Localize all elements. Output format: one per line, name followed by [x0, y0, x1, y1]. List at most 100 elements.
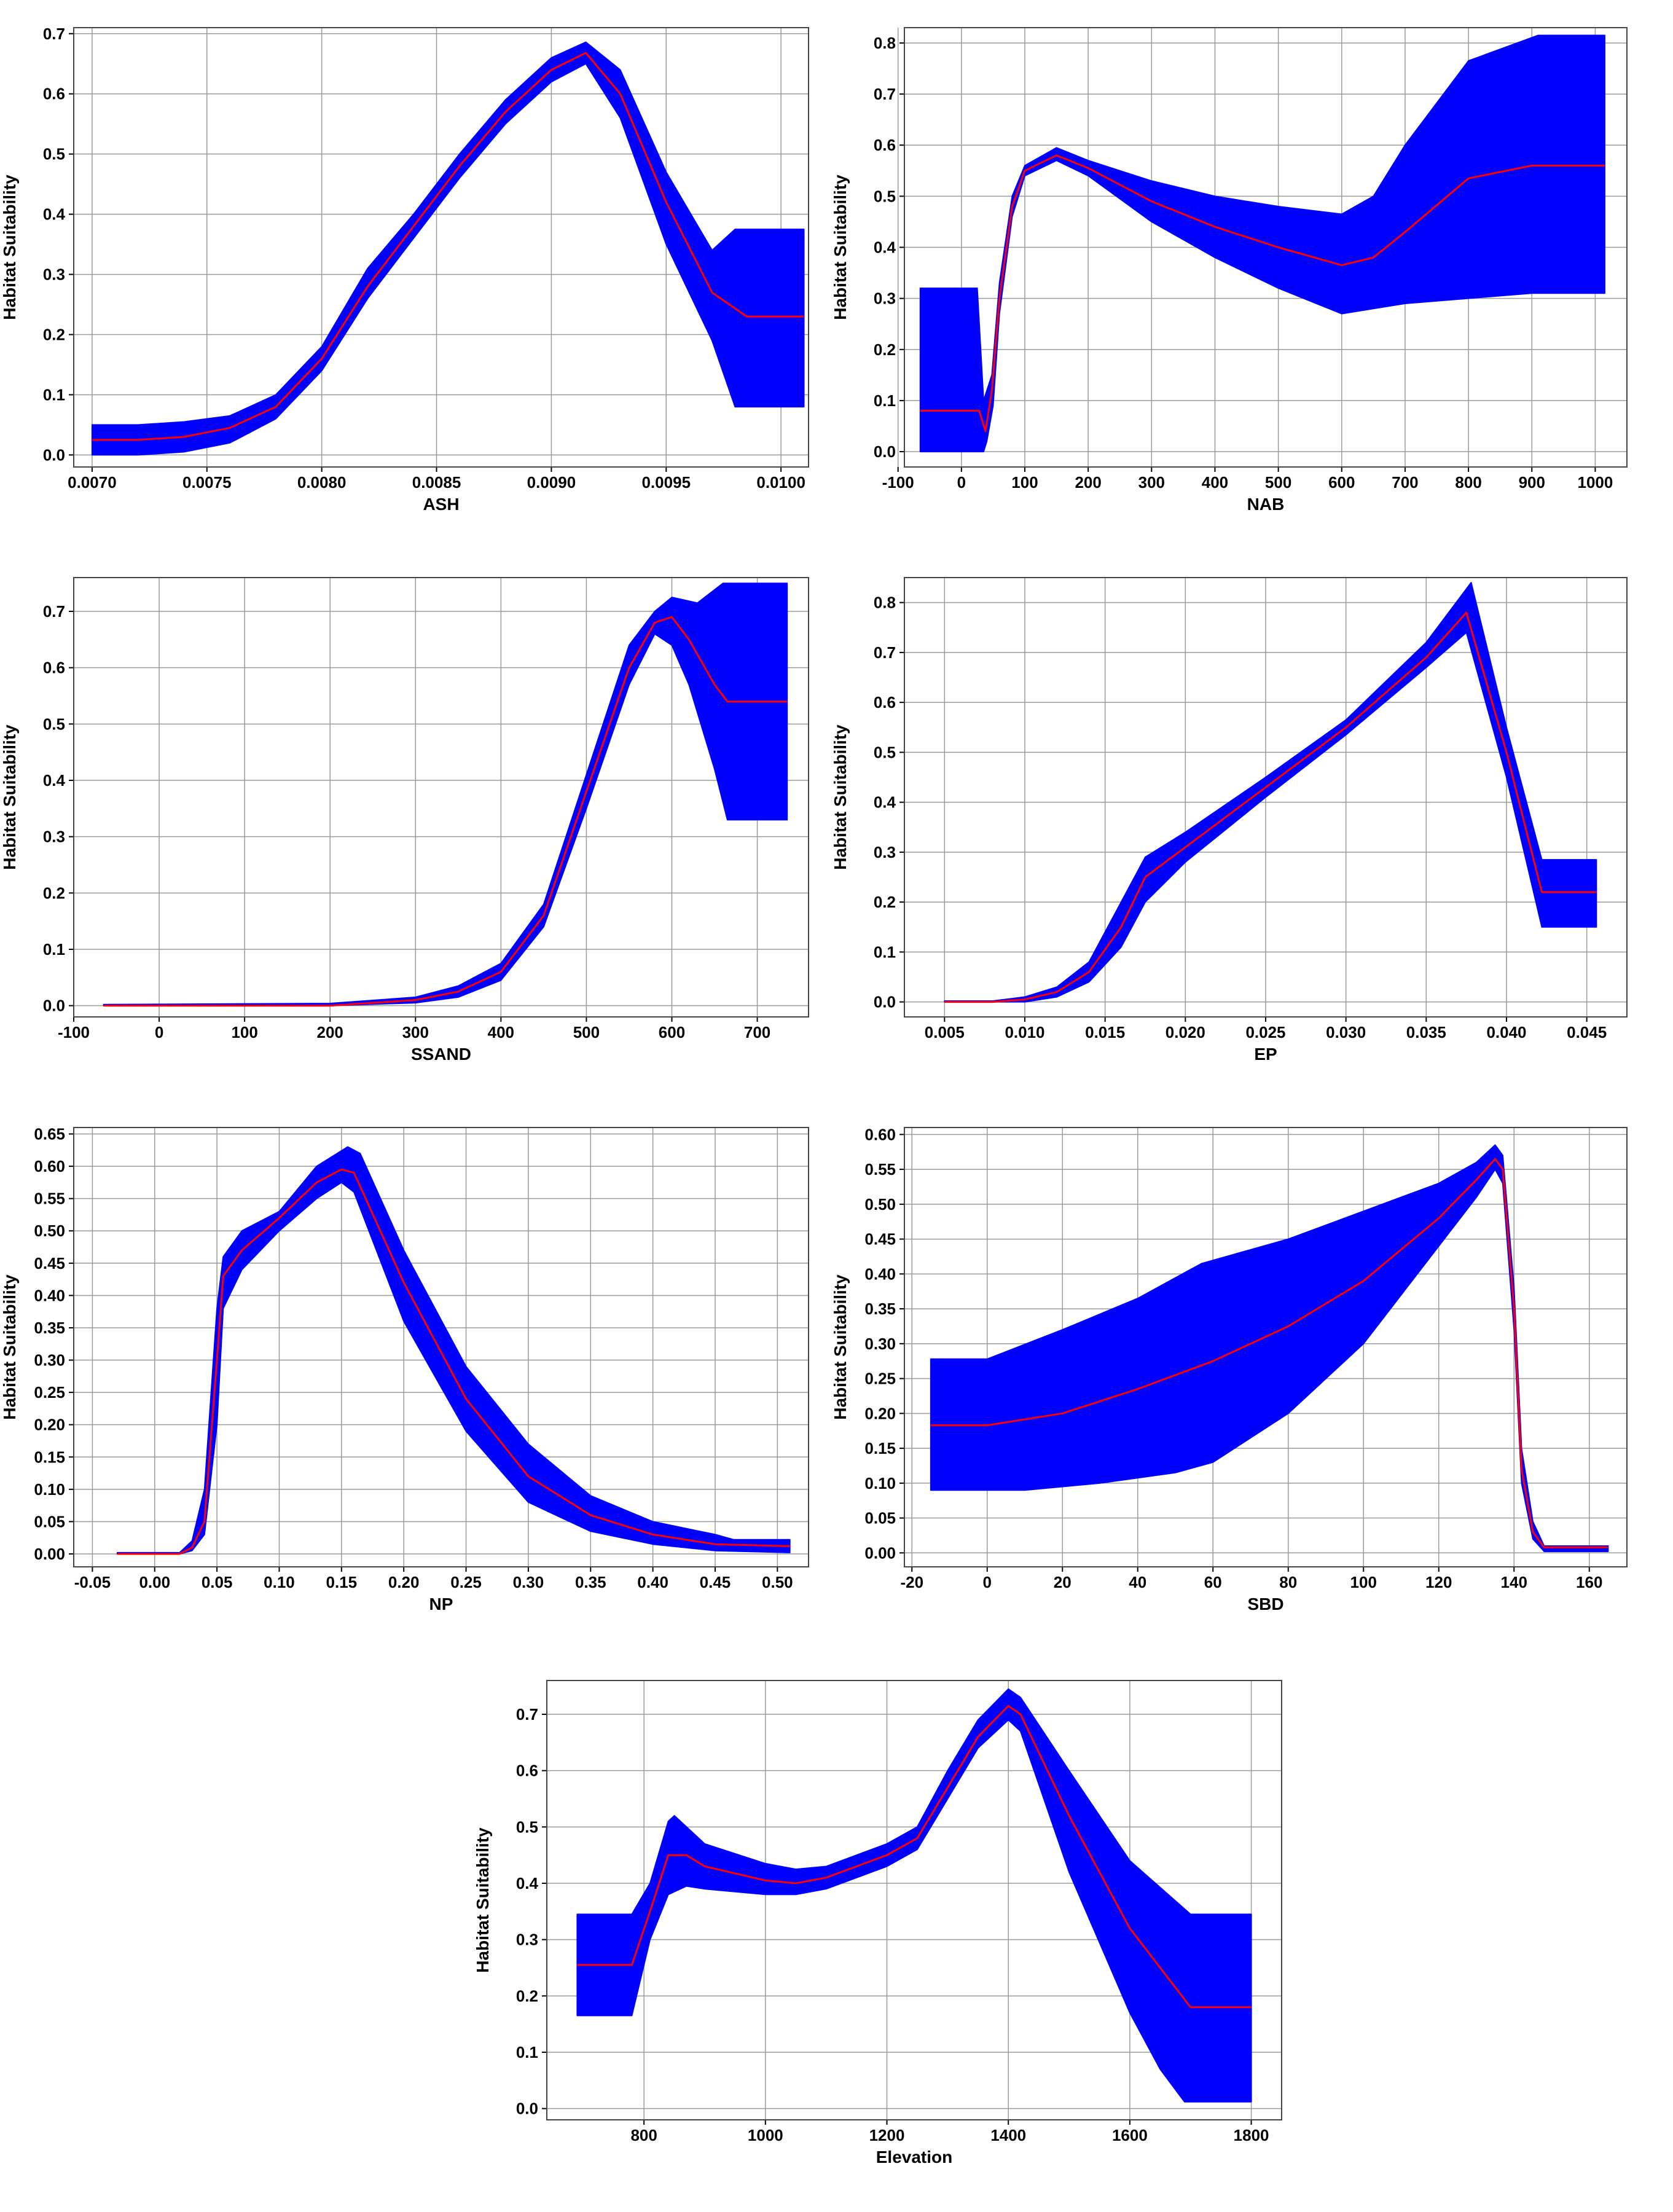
- x-tick-label: 0.020: [1166, 1023, 1205, 1041]
- x-tick-label: 0.010: [1005, 1023, 1044, 1041]
- mean-response-line: [92, 52, 804, 441]
- y-axis-title: Habitat Suitability: [0, 175, 19, 320]
- y-tick-label: 0.6: [516, 1762, 538, 1780]
- confidence-band: [930, 1144, 1609, 1552]
- x-tick-label: 1000: [748, 2126, 783, 2144]
- y-tick-label: 0.5: [874, 187, 896, 205]
- plot-frame: [73, 577, 809, 1018]
- y-tick-label: 0.55: [34, 1190, 65, 1208]
- y-tick-label: 0.0: [516, 2100, 538, 2118]
- x-tick-label: -100: [882, 473, 914, 492]
- x-tick-label: 400: [1202, 473, 1228, 492]
- y-tick-label: 0.2: [43, 884, 65, 902]
- y-tick-label: 0.40: [864, 1265, 896, 1283]
- y-tick-label: 0.2: [874, 340, 896, 359]
- plot-frame: [73, 1127, 809, 1567]
- y-tick-label: 0.6: [43, 659, 65, 677]
- y-tick-label: 0.1: [874, 391, 896, 410]
- plot-frame: [546, 1680, 1282, 2120]
- x-tick-label: 900: [1519, 473, 1545, 492]
- y-tick-label: 0.10: [34, 1480, 65, 1499]
- y-tick-label: 0.7: [43, 602, 65, 621]
- y-tick-label: 0.2: [43, 326, 65, 344]
- y-axis-title: Habitat Suitability: [0, 724, 19, 870]
- plot-frame: [73, 27, 809, 468]
- chart-panel-sbd: -20 0 20 40 60 80 100 120 140 160 0.00 0.05 0.10 0.15…: [831, 1125, 1628, 1614]
- x-tick-label: 700: [1392, 473, 1418, 492]
- x-tick-label: 120: [1425, 1573, 1452, 1591]
- x-axis-title: ASH: [423, 495, 459, 514]
- x-tick-label: 1800: [1234, 2126, 1269, 2144]
- y-tick-label: 0.5: [516, 1818, 538, 1836]
- y-tick-label: 0.0: [874, 442, 896, 461]
- y-tick-label: 0.20: [864, 1404, 896, 1422]
- x-tick-label: 140: [1501, 1573, 1527, 1591]
- confidence-band: [944, 582, 1597, 1003]
- x-tick-label: 1600: [1112, 2126, 1148, 2144]
- x-tick-label: 0.00: [139, 1573, 170, 1591]
- x-tick-label: 0.40: [637, 1573, 668, 1591]
- chart-panel-ash: 0.0070 0.0075 0.0080 0.0085 0.0090 0.0095 0.01…: [0, 25, 809, 514]
- x-tick-label: 0.025: [1245, 1023, 1285, 1041]
- x-tick-label: 0.040: [1486, 1023, 1526, 1041]
- y-tick-label: 0.35: [34, 1319, 65, 1337]
- x-tick-label: -100: [58, 1023, 90, 1041]
- y-tick-label: 0.6: [43, 85, 65, 103]
- y-tick-label: 0.00: [864, 1543, 896, 1562]
- y-tick-label: 0.4: [516, 1874, 539, 1892]
- x-tick-label: 160: [1576, 1573, 1602, 1591]
- y-tick-label: 0.1: [43, 385, 65, 404]
- y-tick-label: 0.55: [864, 1160, 896, 1179]
- chart-panel-nab: -100 0 100 200 300 400 500 600 700 800 900 1000 0.0 0…: [831, 27, 1628, 514]
- y-tick-label: 0.4: [874, 238, 896, 257]
- x-tick-label: 0: [957, 473, 966, 492]
- x-tick-label: 0.35: [575, 1573, 606, 1591]
- x-axis-title: SBD: [1247, 1594, 1283, 1614]
- plot-frame: [904, 27, 1628, 468]
- y-tick-label: 0.25: [864, 1370, 896, 1388]
- y-tick-label: 0.05: [864, 1509, 896, 1528]
- chart-panel-elevation: 800 1000 1200 1400 1600 1800 0.0 0.1 0.2 0.3 0.4 0.…: [473, 1680, 1282, 2167]
- x-tick-label: 0.10: [264, 1573, 295, 1591]
- x-tick-label: 40: [1129, 1573, 1146, 1591]
- confidence-band: [576, 1688, 1252, 2103]
- x-tick-label: 0.25: [450, 1573, 482, 1591]
- y-tick-label: 0.20: [34, 1416, 65, 1434]
- x-tick-label: 400: [488, 1023, 514, 1041]
- x-tick-label: 1200: [869, 2126, 905, 2144]
- x-tick-label: 800: [1455, 473, 1481, 492]
- mean-response-line: [930, 1158, 1608, 1548]
- x-tick-label: 100: [1011, 473, 1038, 492]
- x-tick-label: 1400: [990, 2126, 1026, 2144]
- y-axis-title: Habitat Suitability: [473, 1827, 492, 1973]
- x-tick-label: -0.05: [74, 1573, 111, 1591]
- y-tick-label: 0.0: [43, 997, 65, 1015]
- y-tick-label: 0.2: [874, 893, 896, 911]
- x-tick-label: 0.50: [762, 1573, 793, 1591]
- x-tick-label: 0.0090: [527, 473, 576, 492]
- y-tick-label: 0.3: [516, 1931, 538, 1949]
- x-tick-label: 0: [983, 1573, 992, 1591]
- x-axis-title: NP: [429, 1594, 453, 1614]
- x-tick-label: 600: [659, 1023, 685, 1041]
- mean-response-line: [920, 154, 1605, 433]
- y-tick-label: 0.2: [516, 1986, 538, 2005]
- x-tick-label: 0.0085: [412, 473, 461, 492]
- y-axis-title: Habitat Suitability: [831, 1274, 850, 1420]
- x-tick-label: 0.005: [925, 1023, 965, 1041]
- x-axis-title: EP: [1254, 1045, 1277, 1064]
- y-tick-label: 0.45: [864, 1230, 896, 1249]
- confidence-band: [91, 41, 805, 456]
- y-tick-label: 0.7: [874, 85, 896, 103]
- plot-frame: [904, 577, 1628, 1018]
- y-tick-label: 0.3: [43, 828, 65, 846]
- y-tick-label: 0.5: [43, 145, 65, 163]
- x-axis-title: SSAND: [411, 1045, 471, 1064]
- y-tick-label: 0.45: [34, 1254, 65, 1273]
- y-tick-label: 0.50: [864, 1195, 896, 1214]
- y-tick-label: 0.3: [874, 289, 896, 308]
- x-tick-label: 500: [573, 1023, 600, 1041]
- y-tick-label: 0.65: [34, 1125, 65, 1143]
- chart-panel-ssand: -100 0 100 200 300 400 500 600 700 0.0 0.1 0.2 0.3 0.…: [0, 577, 809, 1064]
- y-tick-label: 0.3: [874, 843, 896, 861]
